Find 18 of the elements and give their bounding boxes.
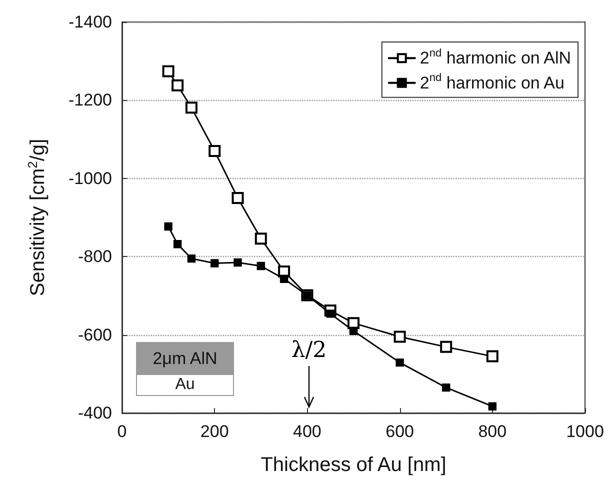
annotation: Au: [137, 375, 233, 395]
annotation: λ/2: [290, 338, 328, 363]
x-tick-label: 800: [478, 422, 507, 441]
x-tick-label: 400: [293, 422, 322, 441]
y-tick-label: -800: [78, 247, 112, 266]
x-tick-label: 200: [200, 422, 229, 441]
x-tick-label: 600: [386, 422, 414, 441]
x-axis-title: Thickness of Au [nm]: [260, 454, 446, 476]
x-tick-label: 1000: [566, 422, 604, 441]
y-tick-label: -400: [78, 404, 112, 422]
y-tick-label: -1000: [68, 168, 112, 188]
layer-stack-diagram: 2μm AlN Au: [136, 342, 234, 396]
y-tick-label: -600: [78, 325, 112, 344]
y-axis-title: Sensitivity [cm2/g]: [25, 138, 49, 296]
x-tick-label: 0: [117, 422, 127, 441]
annotation: 2μm AlN: [137, 343, 233, 375]
y-tick-label: -1200: [68, 90, 112, 110]
y-tick-label: -1400: [68, 12, 112, 32]
